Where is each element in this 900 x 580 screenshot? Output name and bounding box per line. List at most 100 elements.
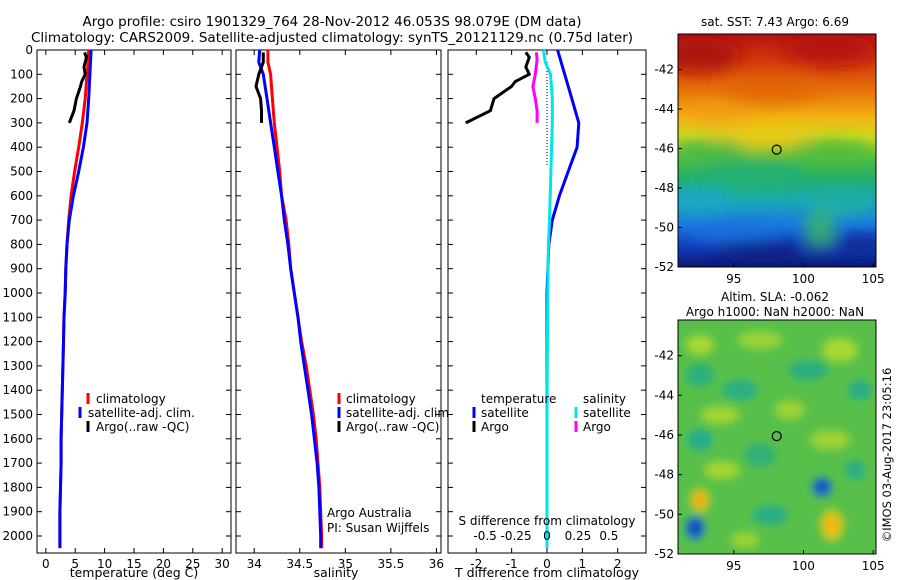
- x-tick-label: 5: [71, 557, 79, 571]
- lon-tick-label: 95: [726, 559, 741, 573]
- depth-tick-label: 700: [10, 213, 33, 227]
- temperature-legend-satellite: satellite-adj. clim.: [88, 406, 195, 420]
- difference-legend-header-salinity: salinity: [583, 392, 626, 406]
- difference-legend-s-argo: Argo: [583, 420, 611, 434]
- depth-tick-label: 900: [10, 262, 33, 276]
- temperature-x-ticks: 0 5 10 15 20 25 30: [37, 49, 231, 571]
- depth-tick-label: 300: [10, 116, 33, 130]
- x-tick-label: 0: [543, 557, 551, 571]
- lat-tick-label: -50: [654, 221, 674, 235]
- t-difference-axis-label: T difference from climatology: [454, 565, 640, 580]
- sst-heatmap: [678, 34, 876, 267]
- sla-map-frame: [677, 319, 877, 555]
- salinity-legend-satellite: satellite-adj. clim.: [346, 406, 453, 420]
- s-tick-label: -0.25: [501, 529, 532, 543]
- depth-tick-label: 500: [10, 164, 33, 178]
- x-tick-label: 35: [338, 557, 353, 571]
- difference-series: [465, 49, 581, 549]
- depth-tick-label: 1100: [2, 310, 33, 324]
- sst-map-ticks: 95 100 105 -42 -44 -46 -48 -50 -52: [654, 63, 884, 286]
- lon-tick-label: 100: [792, 272, 815, 286]
- s-tick-label: -0.5: [473, 529, 496, 543]
- s-tick-label: 0: [543, 529, 551, 543]
- salinity-series: [254, 49, 324, 549]
- difference-legend: temperature salinity satellite Argo sate…: [472, 392, 631, 434]
- sla-map-title-line-1: Altim. SLA: -0.062: [721, 290, 829, 304]
- lat-tick-label: -48: [654, 468, 674, 482]
- annotation-pi-name: PI: Susan Wijffels: [327, 521, 429, 535]
- depth-tick-label: 1900: [2, 505, 33, 519]
- depth-tick-label: 600: [10, 189, 33, 203]
- depth-tick-label: 200: [10, 92, 33, 106]
- temperature-legend-climatology: climatology: [96, 392, 166, 406]
- lat-tick-label: -46: [654, 142, 674, 156]
- x-tick-label: 35.5: [378, 557, 405, 571]
- lat-tick-label: -44: [654, 388, 674, 402]
- depth-tick-label: 1700: [2, 456, 33, 470]
- x-tick-label: 15: [126, 557, 141, 571]
- sst-map-frame: [677, 33, 877, 268]
- x-tick-label: 36: [429, 557, 444, 571]
- lat-tick-label: -52: [654, 547, 674, 561]
- s-tick-label: 0.5: [599, 529, 618, 543]
- series-line-s-argo: [531, 52, 539, 123]
- salinity-panel: 34 34.5 35 35.5 36 salinity climatology sate…: [235, 49, 453, 580]
- difference-legend-header-temperature: temperature: [481, 392, 556, 406]
- lon-tick-label: 105: [862, 559, 885, 573]
- temperature-axis-label: temperature (deg C): [70, 565, 199, 580]
- series-line-t-argo: [465, 51, 531, 125]
- difference-x-ticks: -2 -1 0 1 2: [448, 49, 646, 571]
- x-tick-label: 25: [185, 557, 200, 571]
- depth-tick-label: 1000: [2, 286, 33, 300]
- x-tick-label: -1: [506, 557, 518, 571]
- difference-panel: -2 -1 0 1 2 S difference from climatology -0…: [447, 49, 647, 580]
- depth-tick-label: 800: [10, 237, 33, 251]
- x-tick-label: 20: [156, 557, 171, 571]
- depth-tick-label: 400: [10, 140, 33, 154]
- x-tick-label: 1: [579, 557, 587, 571]
- s-difference-tick-labels: -0.5 -0.25 0 0.25 0.5: [473, 529, 618, 543]
- lat-tick-label: -46: [654, 428, 674, 442]
- temperature-plot-frame: [36, 49, 232, 554]
- x-tick-label: -2: [470, 557, 482, 571]
- depth-tick-label: 2000: [2, 529, 33, 543]
- lon-tick-label: 95: [726, 272, 741, 286]
- lat-tick-label: -42: [654, 63, 674, 77]
- depth-tick-label: 100: [10, 67, 33, 81]
- depth-tick-label: 1600: [2, 432, 33, 446]
- salinity-plot-frame: [235, 49, 442, 554]
- x-tick-label: 30: [215, 557, 230, 571]
- sla-argo-location-marker: [771, 431, 782, 442]
- x-tick-label: 10: [97, 557, 112, 571]
- x-tick-label: 0: [42, 557, 50, 571]
- depth-tick-label: 0: [25, 43, 33, 57]
- temperature-legend-argo: Argo(..raw -QC): [96, 420, 189, 434]
- x-tick-label: 34.5: [286, 557, 313, 571]
- imos-timestamp: ©IMOS 03-Aug-2017 23:05:16: [880, 368, 894, 543]
- salinity-legend-argo: Argo(..raw -QC): [346, 420, 439, 434]
- depth-tick-label: 1300: [2, 359, 33, 373]
- x-tick-label: 34: [247, 557, 262, 571]
- lon-tick-label: 100: [792, 559, 815, 573]
- s-tick-label: 0.25: [565, 529, 592, 543]
- lat-tick-label: -42: [654, 349, 674, 363]
- series-line-s-satellite: [542, 49, 554, 549]
- difference-legend-s-satellite: satellite: [583, 406, 631, 420]
- lon-tick-label: 105: [862, 272, 885, 286]
- annotation-argo-australia: Argo Australia: [327, 506, 412, 520]
- salinity-axis-label: salinity: [314, 565, 359, 580]
- depth-tick-label: 1800: [2, 480, 33, 494]
- s-difference-axis-label: S difference from climatology: [459, 514, 636, 528]
- sla-map-ticks: 95 100 105 -42 -44 -46 -48 -50 -52: [654, 349, 884, 573]
- series-line-argo-raw-qc: [254, 52, 265, 123]
- lat-tick-label: -48: [654, 181, 674, 195]
- sst-map-panel: sat. SST: 7.43 Argo: 6.69 95 100 105: [654, 15, 884, 286]
- series-line-satellite-adj-clim: [58, 49, 93, 549]
- temperature-legend: climatology satellite-adj. clim. Argo(..…: [78, 392, 195, 434]
- lat-tick-label: -44: [654, 102, 674, 116]
- x-tick-label: 2: [614, 557, 622, 571]
- sst-map-title: sat. SST: 7.43 Argo: 6.69: [701, 15, 849, 29]
- lat-tick-label: -52: [654, 260, 674, 274]
- depth-tick-label: 1200: [2, 335, 33, 349]
